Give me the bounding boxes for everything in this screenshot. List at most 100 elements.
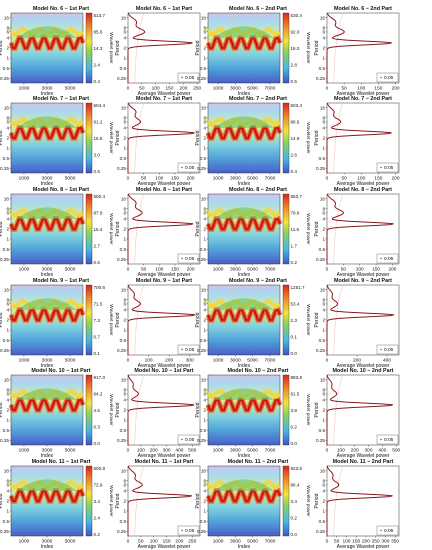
x-tick-label: 150 bbox=[171, 267, 179, 273]
x-tick-label: 500 bbox=[392, 448, 400, 454]
heatmap-xlabel: Index bbox=[41, 91, 54, 97]
period-tick-label: 1 bbox=[203, 509, 206, 514]
x-tick-label: 50 bbox=[334, 539, 340, 545]
panel-12: Model No. 9 − 1st Part 16 864 2 1 0.5 0.25 Peri… bbox=[0, 278, 114, 369]
x-tick-label: 200 bbox=[353, 358, 361, 364]
period-tick-label: 8 bbox=[123, 387, 126, 392]
period-tick-label: 8 bbox=[6, 115, 9, 120]
colorbar-tick-label: 2.6 bbox=[291, 152, 298, 157]
legend-label: 0.05 bbox=[185, 256, 195, 262]
avg-xlabel: Average Wavelet power bbox=[138, 272, 191, 278]
panel-title: Model No. 11 − 1st Part bbox=[32, 459, 91, 465]
period-tick-label: 4 bbox=[6, 308, 9, 313]
colorbar-tick-label: 0.0 bbox=[291, 532, 298, 537]
period-tick-label: 4 bbox=[123, 126, 126, 131]
period-tick-label: 4 bbox=[6, 217, 9, 222]
period-tick-label: 2 bbox=[123, 318, 126, 323]
period-tick-label: 0.25 bbox=[197, 438, 206, 443]
heatmap-ylabel: Period bbox=[0, 221, 4, 236]
period-tick-label: 1 bbox=[6, 56, 9, 61]
period-tick-label: 2 bbox=[322, 227, 325, 232]
period-tick-label: 0.5 bbox=[3, 428, 10, 433]
power-band-core bbox=[206, 126, 282, 140]
panel-title: Model No. 6 − 2nd Part bbox=[229, 6, 287, 12]
period-tick-label: 0.5 bbox=[319, 428, 326, 433]
colorbar-tick-label: 0.4 bbox=[94, 79, 101, 84]
avg-power-line-core bbox=[127, 374, 195, 445]
x-tick-label: 7000 bbox=[265, 176, 276, 182]
x-tick-label: 1000 bbox=[19, 267, 30, 273]
avg-ylabel: Period bbox=[115, 312, 121, 327]
colorbar-tick-label: 0.4 bbox=[291, 169, 298, 174]
panel-title: Model No. 9 − 2nd Part bbox=[229, 278, 287, 284]
period-tick-label: 2 bbox=[6, 46, 9, 51]
x-tick-label: 3000 bbox=[230, 176, 241, 182]
colorbar-tick-label: 86.6 bbox=[291, 119, 300, 124]
x-tick-label: 200 bbox=[187, 176, 195, 182]
legend-label: 0.05 bbox=[384, 75, 394, 81]
x-tick-label: 200 bbox=[150, 448, 158, 454]
period-tick-label: 4 bbox=[123, 489, 126, 494]
colorbar-tick-label: 530.4 bbox=[291, 13, 303, 18]
period-tick-label: 4 bbox=[322, 398, 325, 403]
legend: 0.05 bbox=[177, 253, 200, 264]
period-tick-label: 16 bbox=[201, 15, 207, 20]
period-tick-label: 2 bbox=[322, 136, 325, 141]
panel-title: Model No. 11 − 1st Part bbox=[135, 459, 194, 465]
period-tick-label: 0.25 bbox=[0, 257, 9, 262]
period-tick-label: 1 bbox=[123, 56, 126, 61]
period-tick-label: 2 bbox=[6, 499, 9, 504]
period-tick-label: 0.25 bbox=[117, 348, 126, 353]
period-tick-label: 0.5 bbox=[120, 428, 127, 433]
period-tick-label: 6 bbox=[203, 302, 206, 307]
period-tick-label: 6 bbox=[322, 211, 325, 216]
panel-22: Model No. 11 − 2nd Part 16 864 2 1 0.5 0.25 Per… bbox=[195, 459, 311, 550]
period-tick-label: 0.25 bbox=[316, 438, 325, 443]
x-tick-label: 0 bbox=[326, 86, 329, 92]
period-tick-label: 8 bbox=[6, 25, 9, 30]
colorbar-tick-label: 600.8 bbox=[94, 466, 106, 471]
period-tick-label: 6 bbox=[123, 483, 126, 488]
x-tick-label: 50 bbox=[341, 176, 347, 182]
period-tick-label: 0.25 bbox=[0, 529, 9, 534]
avg-power-line-core bbox=[326, 102, 392, 173]
x-tick-label: 3000 bbox=[230, 358, 241, 364]
avg-power-axes bbox=[326, 465, 400, 537]
heatmap-ylabel: Period bbox=[195, 130, 201, 145]
period-tick-label: 4 bbox=[203, 308, 206, 313]
avg-power-axes bbox=[326, 102, 400, 174]
avg-power-axes bbox=[326, 12, 400, 84]
legend-label: 0.05 bbox=[185, 437, 195, 443]
panel-10: Model No. 8 − 2nd Part 16 864 2 1 0.5 0.25 Peri… bbox=[195, 187, 311, 278]
avg-xlabel: Average Wavelet power bbox=[337, 181, 390, 187]
power-band-core bbox=[206, 217, 282, 231]
period-tick-label: 8 bbox=[123, 25, 126, 30]
panel-21: Model No. 11 − 1st Part 16 864 2 1 0.5 0.25 Per… bbox=[115, 459, 201, 550]
colorbar-tick-label: 504.4 bbox=[94, 103, 106, 108]
period-tick-label: 0.25 bbox=[197, 529, 206, 534]
heatmap-xlabel: Index bbox=[41, 544, 54, 550]
period-tick-label: 8 bbox=[203, 25, 206, 30]
x-tick-label: 50 bbox=[341, 267, 347, 273]
period-tick-label: 16 bbox=[320, 105, 326, 110]
period-tick-label: 1 bbox=[322, 146, 325, 151]
colorbar-label: Wavelet power bbox=[108, 394, 114, 426]
panel-16: Model No. 10 − 1st Part 16 864 2 1 0.5 0.25 Per… bbox=[0, 368, 114, 459]
panel-19: Model No. 10 − 2nd Part 16 864 2 1 0.5 0.25 Per… bbox=[314, 368, 401, 459]
panel-title: Model No. 10 − 2nd Part bbox=[333, 368, 394, 374]
period-tick-label: 6 bbox=[123, 302, 126, 307]
period-tick-label: 0.5 bbox=[319, 66, 326, 71]
x-tick-label: 3000 bbox=[230, 267, 241, 273]
colorbar-label: Wavelet power bbox=[305, 394, 311, 426]
period-tick-label: 16 bbox=[4, 377, 10, 382]
period-tick-label: 6 bbox=[203, 483, 206, 488]
period-tick-label: 0.25 bbox=[197, 348, 206, 353]
avg-power-axes bbox=[127, 284, 201, 356]
heatmap-xlabel: Index bbox=[41, 272, 54, 278]
panel-title: Model No. 11 − 2nd Part bbox=[228, 459, 289, 465]
x-tick-label: 0 bbox=[127, 358, 130, 364]
period-tick-label: 16 bbox=[4, 287, 10, 292]
period-tick-label: 0.25 bbox=[316, 76, 325, 81]
period-tick-label: 0.25 bbox=[316, 529, 325, 534]
period-tick-label: 16 bbox=[121, 15, 127, 20]
